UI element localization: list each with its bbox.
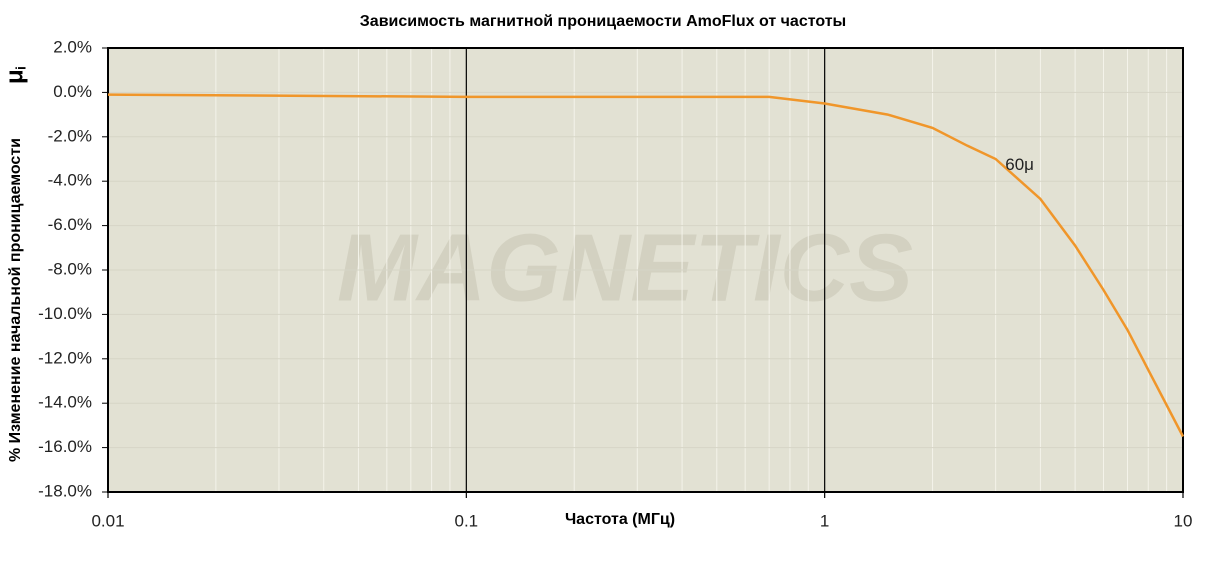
y-axis-subscript: i	[13, 66, 29, 70]
x-axis-label: Частота (МГц)	[565, 511, 675, 528]
x-tick-label: 0.1	[455, 511, 479, 530]
y-tick-label: -18.0%	[38, 481, 92, 500]
y-tick-label: -14.0%	[38, 393, 92, 412]
y-axis-symbol: μ	[1, 69, 28, 84]
y-tick-label: -6.0%	[48, 215, 92, 234]
watermark: MAGNETICS	[337, 214, 913, 321]
y-tick-label: -16.0%	[38, 437, 92, 456]
series-line	[107, 93, 1185, 438]
y-tick-label: 2.0%	[53, 37, 92, 56]
annotation: 60μ	[1005, 155, 1034, 174]
y-tick-label: 0.0%	[53, 82, 92, 101]
y-tick-label: -8.0%	[48, 259, 92, 278]
y-axis-label: % Изменение начальной проницаемости	[7, 138, 24, 462]
y-tick-label: -4.0%	[48, 171, 92, 190]
y-axis-label-group: % Изменение начальной проницаемости μ i	[1, 66, 28, 462]
y-tick-label: -10.0%	[38, 304, 92, 323]
y-tick-label: -12.0%	[38, 348, 92, 367]
plot-border	[107, 47, 1184, 493]
x-tick-label: 0.01	[91, 511, 124, 530]
x-tick-label: 10	[1174, 511, 1193, 530]
x-tick-label: 1	[820, 511, 829, 530]
y-tick-label: -2.0%	[48, 126, 92, 145]
chart-title: Зависимость магнитной проницаемости AmoF…	[360, 13, 846, 30]
